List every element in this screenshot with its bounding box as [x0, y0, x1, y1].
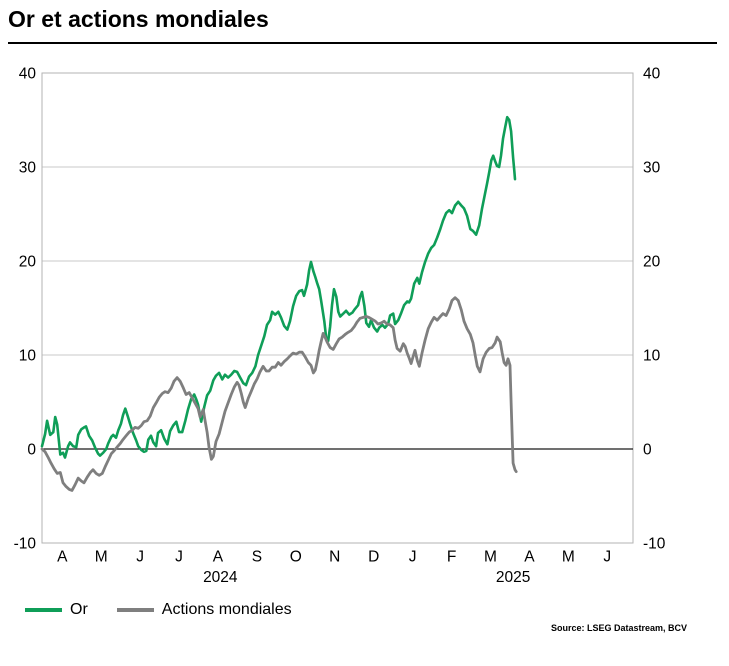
legend: Or Actions mondiales: [25, 601, 292, 619]
x-axis-year-label: 2025: [496, 569, 530, 586]
plot-frame: [41, 72, 634, 544]
page-title: Or et actions mondiales: [8, 6, 269, 32]
y-axis-label-right: 30: [643, 160, 661, 177]
x-axis-month-label: N: [329, 549, 340, 566]
x-axis-month-label: M: [562, 549, 575, 566]
x-axis-month-label: D: [368, 549, 379, 566]
x-axis-month-label: A: [57, 549, 68, 566]
x-axis-month-label: J: [409, 549, 417, 566]
x-axis-month-label: M: [484, 549, 497, 566]
source-note: Source: LSEG Datastream, BCV: [550, 623, 687, 633]
x-axis-month-label: A: [213, 549, 224, 566]
y-axis-label-right: 20: [643, 254, 661, 271]
x-axis-month-label: F: [447, 549, 456, 566]
y-axis-label-left: 40: [19, 66, 37, 83]
x-axis-year-label: 2024: [203, 569, 238, 586]
x-axis-month-label: S: [252, 549, 262, 566]
y-axis-label-left: 10: [19, 348, 37, 365]
x-axis-month-label: A: [524, 549, 535, 566]
or-legend-label: Or: [70, 601, 88, 618]
actions-mondiales-legend-label: Actions mondiales: [161, 601, 292, 618]
y-axis-label-right: 40: [643, 66, 661, 83]
actions-mondiales-legend-swatch: [116, 608, 154, 612]
actions-mondiales-line: [40, 296, 518, 492]
y-axis-label-left: -10: [14, 536, 37, 553]
y-axis-label-left: 30: [19, 160, 37, 177]
or-line: [40, 115, 517, 459]
x-axis-month-label: O: [290, 549, 302, 566]
y-axis-label-right: 0: [643, 442, 652, 459]
title-underline: [8, 42, 717, 44]
or-legend-swatch: [25, 608, 62, 612]
y-axis-label-left: 20: [19, 254, 37, 271]
y-axis-label-left: 0: [27, 442, 36, 459]
y-axis-label-right: -10: [643, 536, 666, 553]
x-axis-month-label: J: [136, 549, 144, 566]
y-axis-label-right: 10: [643, 348, 661, 365]
x-axis-month-label: M: [95, 549, 108, 566]
x-axis-month-label: J: [603, 549, 611, 566]
x-axis-month-label: J: [175, 549, 183, 566]
